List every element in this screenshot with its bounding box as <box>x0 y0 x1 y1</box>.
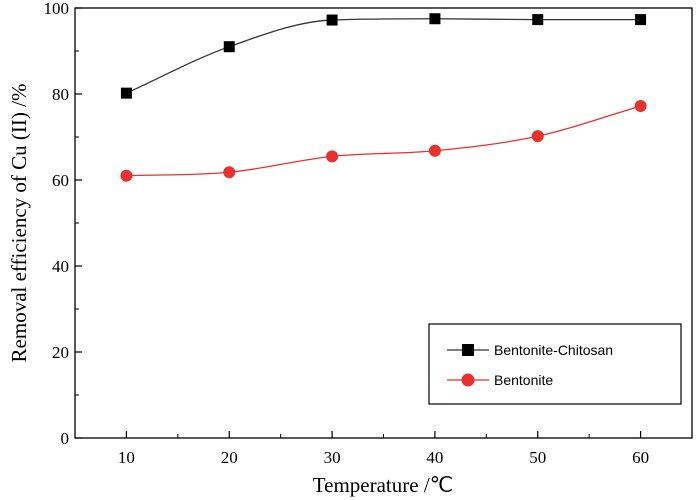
legend: Bentonite-Chitosan Bentonite <box>428 323 682 405</box>
x-tick-label: 30 <box>324 448 341 467</box>
legend-label-bentonite: Bentonite <box>494 372 553 388</box>
x-tick-label: 40 <box>426 448 443 467</box>
x-axis-title: Temperature /℃ <box>313 473 453 497</box>
series-layer <box>120 13 647 182</box>
data-point-bentonite-chitosan <box>120 87 132 99</box>
legend-marker-circle <box>461 373 475 387</box>
x-tick-label: 10 <box>118 448 135 467</box>
data-point-bentonite <box>428 144 441 157</box>
legend-box <box>428 323 682 405</box>
data-point-bentonite-chitosan <box>532 14 544 26</box>
series-line-bentonite-chitosan <box>126 18 641 94</box>
y-tick-label: 100 <box>44 0 70 18</box>
y-tick-label: 0 <box>61 429 70 448</box>
y-tick-label: 60 <box>52 171 69 190</box>
y-axis-ticks: 0 20 40 60 80 100 <box>44 0 82 448</box>
data-point-bentonite <box>223 166 236 179</box>
y-tick-label: 40 <box>52 257 69 276</box>
x-tick-label: 50 <box>529 448 546 467</box>
data-point-bentonite-chitosan <box>223 41 235 53</box>
legend-label-bentonite-chitosan: Bentonite-Chitosan <box>494 342 613 358</box>
y-tick-label: 20 <box>52 343 69 362</box>
data-point-bentonite <box>634 100 647 113</box>
y-tick-label: 80 <box>52 85 69 104</box>
x-axis-ticks: 10 20 30 40 50 60 <box>74 431 693 467</box>
y-axis-title: Removal efficiency of Cu (II) /% <box>7 84 31 363</box>
data-point-bentonite <box>120 169 133 182</box>
x-tick-label: 60 <box>632 448 649 467</box>
data-point-bentonite <box>531 130 544 143</box>
series-line-bentonite <box>126 105 641 177</box>
x-tick-label: 20 <box>221 448 238 467</box>
legend-marker-square <box>462 344 474 356</box>
data-point-bentonite-chitosan <box>635 14 647 26</box>
data-point-bentonite-chitosan <box>326 14 338 26</box>
data-point-bentonite-chitosan <box>429 13 441 25</box>
data-point-bentonite <box>326 150 339 163</box>
